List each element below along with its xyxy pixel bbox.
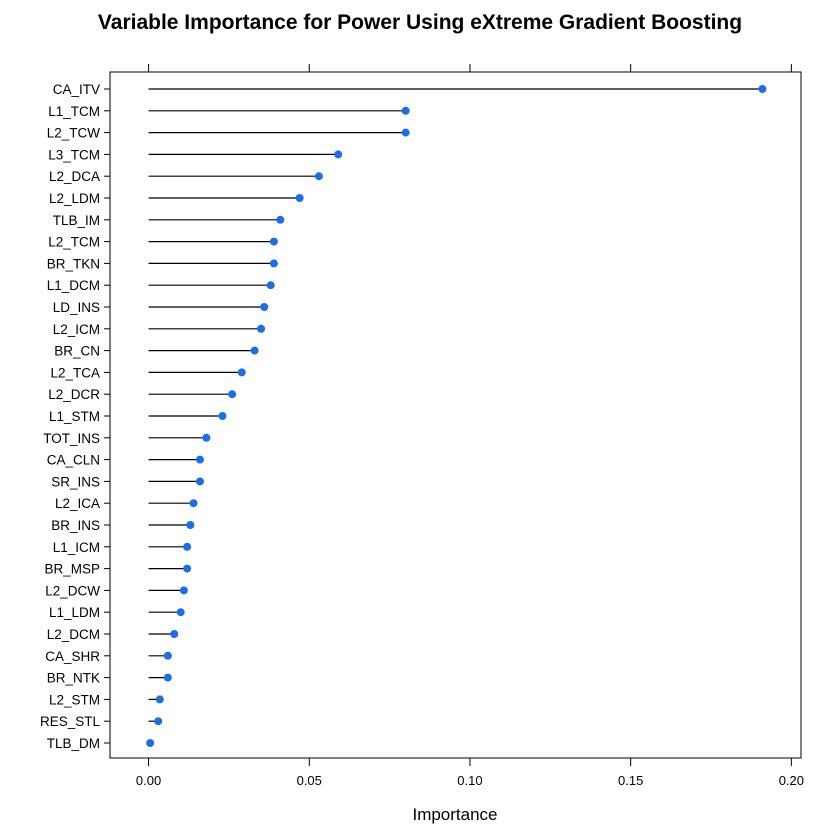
variable-label: SR_INS <box>51 474 100 489</box>
variable-label: LD_INS <box>53 300 100 315</box>
chart-title: Variable Importance for Power Using eXtr… <box>98 11 742 34</box>
importance-point <box>334 150 343 159</box>
importance-point <box>163 673 172 682</box>
x-tick-label: 0.00 <box>136 773 161 788</box>
variable-label: L2_TCA <box>50 365 100 380</box>
variable-label: L1_TCM <box>48 104 100 119</box>
importance-point <box>186 521 195 529</box>
x-tick-label: 0.15 <box>618 773 643 788</box>
importance-point <box>218 412 227 420</box>
importance-point <box>183 564 192 573</box>
importance-point <box>163 651 172 660</box>
variable-label: L2_TCM <box>48 235 100 250</box>
importance-point <box>269 237 278 246</box>
importance-point <box>154 717 163 726</box>
variable-label: BR_CN <box>54 344 100 359</box>
variable-label: L2_DCR <box>48 387 100 402</box>
variable-label: L2_DCA <box>49 169 100 184</box>
variable-label: L2_TCW <box>47 126 101 141</box>
importance-point <box>401 106 410 115</box>
importance-point <box>195 477 204 486</box>
variable-label: L1_DCM <box>47 278 100 293</box>
plot-frame <box>109 71 802 759</box>
importance-point <box>295 194 304 202</box>
importance-point <box>170 630 179 638</box>
variable-label: BR_NTK <box>47 671 100 686</box>
variable-label: BR_INS <box>51 518 100 533</box>
importance-point <box>155 695 164 704</box>
importance-point <box>228 390 237 399</box>
variable-label: CA_SHR <box>45 649 100 664</box>
variable-label: L1_LDM <box>49 605 100 620</box>
variable-label: L2_ICM <box>53 322 100 337</box>
importance-point <box>195 455 204 464</box>
importance-point <box>276 215 285 224</box>
x-tick-label: 0.20 <box>779 773 804 788</box>
x-axis-ticks <box>104 64 792 766</box>
importance-point <box>176 608 185 617</box>
x-tick-label: 0.10 <box>457 773 482 788</box>
variable-label: L2_ICA <box>55 496 100 511</box>
variable-label: TOT_INS <box>43 431 100 446</box>
importance-point <box>401 128 410 137</box>
variable-label: L1_ICM <box>53 540 100 555</box>
x-tick-label: 0.05 <box>297 773 322 788</box>
importance-point <box>183 542 192 551</box>
variable-label: TLB_IM <box>53 213 100 228</box>
importance-point <box>237 368 246 377</box>
importance-point <box>269 259 278 268</box>
importance-point <box>179 586 188 595</box>
variable-label: RES_STL <box>40 714 101 729</box>
variable-label: L1_STM <box>49 409 100 424</box>
variable-label: BR_MSP <box>44 562 100 577</box>
importance-point <box>260 303 269 311</box>
variable-label: TLB_DM <box>47 736 100 751</box>
importance-point <box>146 739 155 747</box>
variable-label: L3_TCM <box>48 147 100 162</box>
variable-label: CA_ITV <box>53 82 100 97</box>
variable-labels: CA_ITV L1_TCM L2_TCW L3_TCM L2_DCA L2_LDM TLB_… <box>40 82 101 751</box>
x-axis-label: Importance <box>412 805 497 824</box>
x-axis-tick-labels: 0.00 0.05 0.10 0.15 0.20 <box>136 773 804 788</box>
importance-point <box>257 324 266 333</box>
importance-point <box>266 281 275 290</box>
importance-points <box>146 85 767 747</box>
importance-stems <box>148 88 763 744</box>
variable-label: L2_DCM <box>47 627 100 642</box>
variable-label: L2_STM <box>49 692 100 707</box>
importance-point <box>202 433 211 442</box>
variable-label: L2_LDM <box>49 191 100 206</box>
variable-label: BR_TKN <box>47 256 100 271</box>
importance-point <box>314 172 323 181</box>
importance-point <box>250 346 259 355</box>
importance-point <box>758 85 767 93</box>
importance-point <box>189 499 198 508</box>
variable-label: L2_DCW <box>45 583 100 598</box>
variable-label: CA_CLN <box>47 453 100 468</box>
